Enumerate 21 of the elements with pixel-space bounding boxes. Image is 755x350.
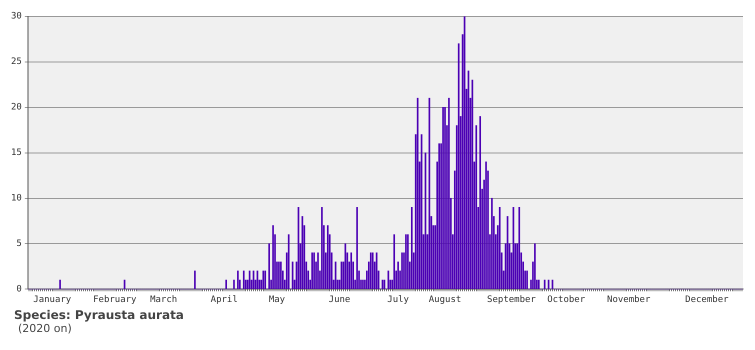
y-tick-label: 15 [10, 148, 22, 158]
y-tick-label: 20 [10, 102, 22, 113]
y-tick-label: 0 [16, 284, 22, 295]
x-tick-label: June [328, 294, 350, 305]
x-tick-label: December [685, 294, 730, 305]
y-tick-label: 30 [10, 12, 22, 22]
x-tick-label: February [93, 294, 138, 305]
x-tick-label: September [487, 294, 536, 305]
y-tick-label: 25 [10, 57, 22, 68]
y-tick-label: 10 [10, 194, 22, 204]
x-tick-label: January [33, 294, 72, 305]
x-tick-label: July [387, 294, 410, 305]
x-tick-label: August [428, 294, 462, 305]
y-tick-label: 5 [16, 239, 22, 250]
text: (2020 on) [18, 322, 73, 335]
text: Species: Pyrausta aurata [14, 308, 185, 322]
x-tick-label: March [150, 294, 178, 305]
x-tick-label: October [547, 294, 586, 305]
x-tick-label: November [607, 294, 651, 305]
x-tick-label: May [268, 294, 286, 305]
x-tick-label: April [210, 294, 238, 305]
